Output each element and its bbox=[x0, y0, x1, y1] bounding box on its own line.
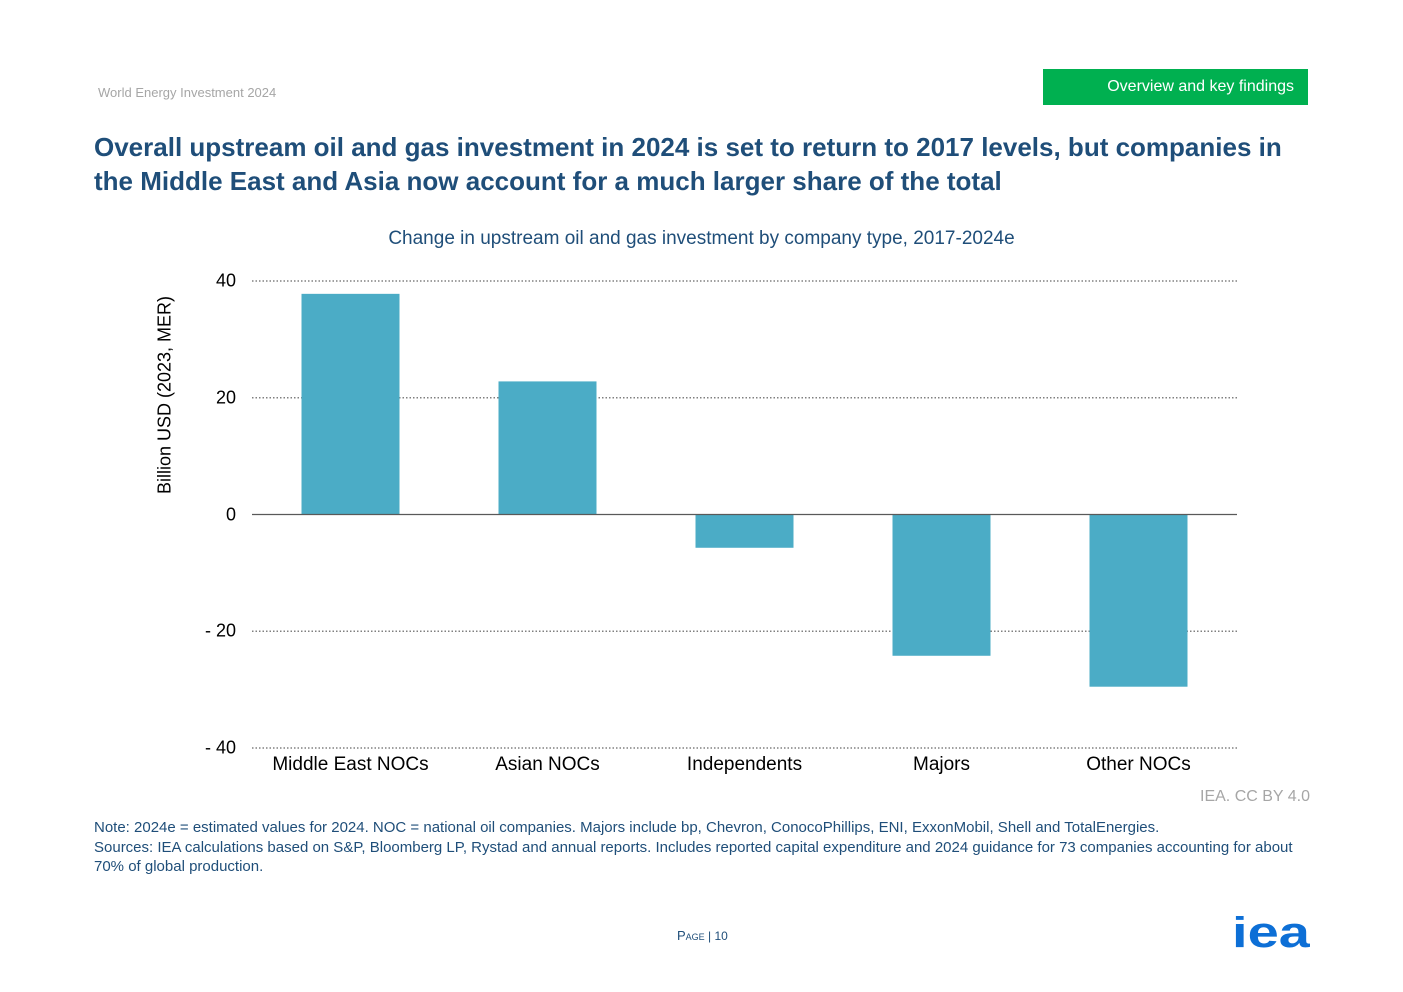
iea-logo: iea bbox=[1232, 916, 1310, 950]
note-line: Note: 2024e = estimated values for 2024.… bbox=[94, 819, 1160, 836]
chart-notes: Note: 2024e = estimated values for 2024.… bbox=[94, 818, 1309, 877]
bar-other-nocs bbox=[1089, 514, 1188, 687]
x-tick-label: Other NOCs bbox=[1086, 754, 1191, 775]
report-title: World Energy Investment 2024 bbox=[98, 85, 277, 100]
bar-majors bbox=[892, 514, 991, 656]
x-tick-label: Middle East NOCs bbox=[272, 754, 429, 775]
y-tick-label: - 40 bbox=[204, 737, 236, 758]
y-tick-label: - 20 bbox=[204, 620, 236, 641]
bar-independents bbox=[695, 514, 794, 548]
bar-middle-east-nocs bbox=[301, 293, 400, 515]
y-tick-label: 40 bbox=[215, 270, 236, 291]
section-badge: Overview and key findings bbox=[1043, 69, 1308, 105]
bars bbox=[301, 293, 1188, 687]
svg-text:iea: iea bbox=[1232, 916, 1310, 950]
slide-title: Overall upstream oil and gas investment … bbox=[94, 132, 1282, 196]
x-tick-label: Independents bbox=[686, 754, 803, 775]
y-axis-label: Billion USD (2023, MER) bbox=[154, 295, 175, 495]
license-credit: IEA. CC BY 4.0 bbox=[1200, 788, 1310, 805]
x-tick-label: Majors bbox=[912, 754, 971, 775]
sources-line: Sources: IEA calculations based on S&P, … bbox=[94, 838, 1293, 876]
page-number: Page | 10 bbox=[677, 928, 728, 943]
chart-title: Change in upstream oil and gas investmen… bbox=[388, 228, 1015, 249]
y-tick-label: 0 bbox=[225, 504, 236, 524]
page-word: Page bbox=[677, 928, 705, 943]
page-number-value: | 10 bbox=[708, 929, 728, 943]
bar-asian-nocs bbox=[498, 381, 597, 515]
x-tick-label: Asian NOCs bbox=[495, 754, 600, 775]
y-tick-label: 20 bbox=[215, 387, 236, 408]
